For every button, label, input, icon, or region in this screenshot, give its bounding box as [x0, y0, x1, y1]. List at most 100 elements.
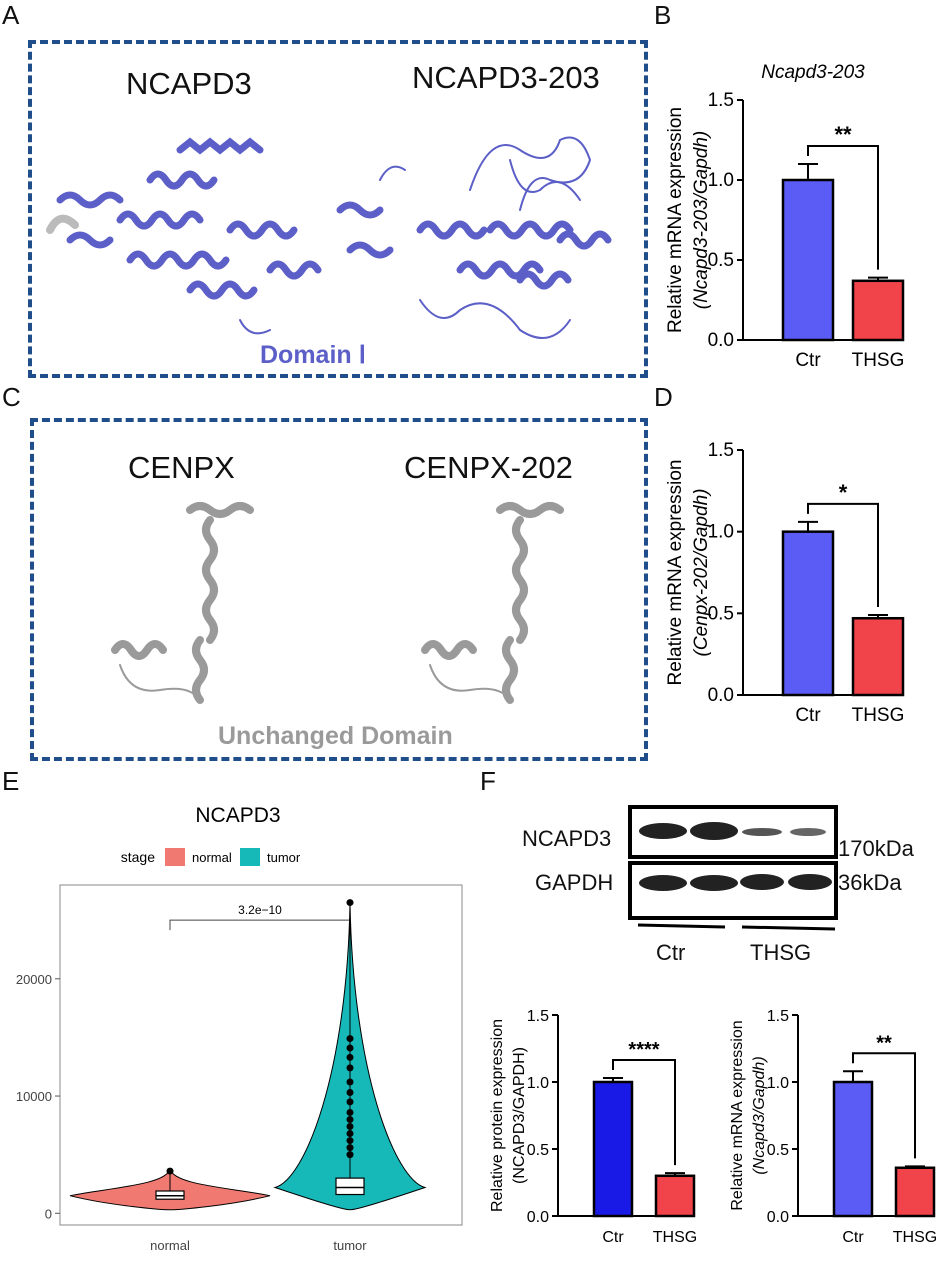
- wb-row-label-ncapd3: NCAPD3: [522, 826, 612, 851]
- boxplot-tumor: [335, 1177, 365, 1196]
- y-tick-label: 10000: [16, 1089, 52, 1104]
- significance-label: **: [876, 1032, 892, 1054]
- plot-frame: [59, 884, 463, 1226]
- significance-bracket: [852, 1052, 916, 1159]
- cenpx-202-structure-title: CENPX-202: [404, 450, 573, 485]
- wb-size-36kda: 36kDa: [838, 870, 902, 895]
- y-tick-label: 0.0: [767, 1209, 789, 1226]
- y-axis-label-sub: (NCAPD3/GAPDH): [511, 1047, 528, 1184]
- significance-bracket: [807, 502, 879, 607]
- x-tick-label: Ctr: [842, 1229, 864, 1246]
- legend-swatch-tumor: [240, 848, 260, 866]
- outlier-point: [346, 1053, 354, 1061]
- y-tick-label: 0.5: [767, 1142, 789, 1159]
- outlier-point: [346, 899, 354, 907]
- outlier-point: [346, 1044, 354, 1052]
- outlier-point: [346, 1035, 354, 1043]
- outlier-point: [346, 1098, 354, 1106]
- y-axis-label-sub: (Cenpx-202/Gapdh): [691, 489, 712, 657]
- legend-label-normal: normal: [192, 850, 232, 865]
- y-tick-label: 0.0: [708, 685, 734, 706]
- y-tick-label: 1.5: [708, 440, 734, 461]
- bar-ctr: [781, 530, 835, 697]
- outlier-point: [346, 1078, 354, 1086]
- significance-bracket: [807, 145, 879, 270]
- legend-swatch-normal: [165, 848, 185, 866]
- y-axis-label: Relative mRNA expression: [665, 460, 686, 686]
- y-tick-label: 20000: [16, 972, 52, 987]
- ncapd3-structure-title: NCAPD3: [126, 66, 252, 101]
- chart-e: NCAPD3 stage normal tumor 0 10000 20000 normal t…: [16, 804, 463, 1253]
- wb-size-170kda: 170kDa: [838, 836, 914, 861]
- ncapd3-structure-image: [46, 136, 612, 339]
- ncapd3-203-structure-title: NCAPD3-203: [412, 60, 600, 95]
- y-tick-label: 1.5: [708, 90, 734, 111]
- panel-letter-e: E: [2, 766, 20, 796]
- y-tick-label: 1.5: [767, 1008, 789, 1025]
- y-tick-label: 1.0: [708, 522, 734, 543]
- outlier-point: [346, 1115, 354, 1123]
- y-axis-label-sub: (Ncapd3/Gapdh): [751, 1056, 768, 1174]
- panel-a-frame: [28, 40, 648, 378]
- y-tick-label: 0: [45, 1206, 52, 1221]
- outlier-point: [346, 1064, 354, 1072]
- wb-group-thsg: THSG: [750, 940, 812, 965]
- y-tick-label: 1.0: [767, 1075, 789, 1092]
- x-tick-label: THSG: [893, 1229, 937, 1246]
- y-tick-label: 0.0: [708, 330, 734, 351]
- bar-ctr: [781, 178, 835, 342]
- panel-letter-a: A: [2, 0, 20, 30]
- y-axis-label: Relative protein expression: [489, 1019, 506, 1212]
- panel-letter-f: F: [480, 766, 496, 796]
- y-tick-label: 0.0: [527, 1209, 549, 1226]
- y-tick-label: 0.5: [527, 1142, 549, 1159]
- y-axis-label-sub: (Ncapd3-203/Gapdh): [691, 131, 712, 310]
- outlier-point: [346, 1137, 354, 1145]
- bar-ctr: [832, 1080, 874, 1218]
- bar-ctr: [592, 1080, 634, 1218]
- x-tick-label: Ctr: [795, 705, 821, 726]
- cenpx-structure-image: [111, 502, 564, 704]
- bar-thsg: [894, 1166, 936, 1218]
- chart-f-mrna: Relative mRNA expression (Ncapd3/Gapdh)0.…: [729, 1008, 937, 1246]
- wb-group-ctr: Ctr: [656, 940, 686, 965]
- outlier-point: [346, 1089, 354, 1097]
- bar-thsg: [654, 1174, 696, 1218]
- significance-label: **: [834, 122, 852, 147]
- bar-thsg: [851, 279, 905, 342]
- outlier-point: [346, 1108, 354, 1116]
- legend-label-tumor: tumor: [267, 850, 301, 865]
- y-tick-label: 1.0: [527, 1075, 549, 1092]
- chart-b: Ncapd3-203 Relative mRNA expression (Ncapd…: [665, 62, 905, 371]
- y-axis-label: Relative mRNA expression: [729, 1020, 746, 1210]
- domain-i-label: Domain Ⅰ: [260, 341, 366, 369]
- chart-title: Ncapd3-203: [761, 62, 865, 83]
- panel-c-frame: [30, 418, 648, 761]
- panel-letter-d: D: [654, 382, 673, 412]
- y-axis-label: Relative mRNA expression: [665, 107, 686, 333]
- chart-title: NCAPD3: [195, 804, 280, 827]
- y-tick-label: 0.5: [708, 250, 734, 271]
- x-tick-label: THSG: [653, 1229, 697, 1246]
- x-tick-label: Ctr: [602, 1229, 624, 1246]
- outlier-point: [346, 1130, 354, 1138]
- legend-title: stage: [121, 849, 155, 865]
- cenpx-structure-title: CENPX: [128, 450, 235, 485]
- bar-thsg: [851, 616, 905, 697]
- outlier-point: [346, 1144, 354, 1152]
- chart-f-protein: Relative protein expression (NCAPD3/GAPDH…: [489, 1008, 697, 1246]
- y-tick-label: 1.5: [527, 1008, 549, 1025]
- chart-d: Relative mRNA expression (Cenpx-202/Gapdh…: [665, 440, 905, 726]
- x-tick-label: THSG: [852, 350, 905, 371]
- y-tick-label: 0.5: [708, 603, 734, 624]
- outlier-point: [346, 1123, 354, 1131]
- y-tick-label: 1.0: [708, 170, 734, 191]
- panel-letter-b: B: [654, 0, 672, 30]
- x-tick-label: normal: [150, 1238, 190, 1253]
- significance-label: *: [839, 480, 848, 505]
- significance-bracket: [612, 1058, 676, 1166]
- outlier-point: [346, 1151, 354, 1159]
- unchanged-domain-label: Unchanged Domain: [218, 722, 453, 750]
- significance-label: ****: [628, 1039, 659, 1061]
- x-tick-label: THSG: [852, 705, 905, 726]
